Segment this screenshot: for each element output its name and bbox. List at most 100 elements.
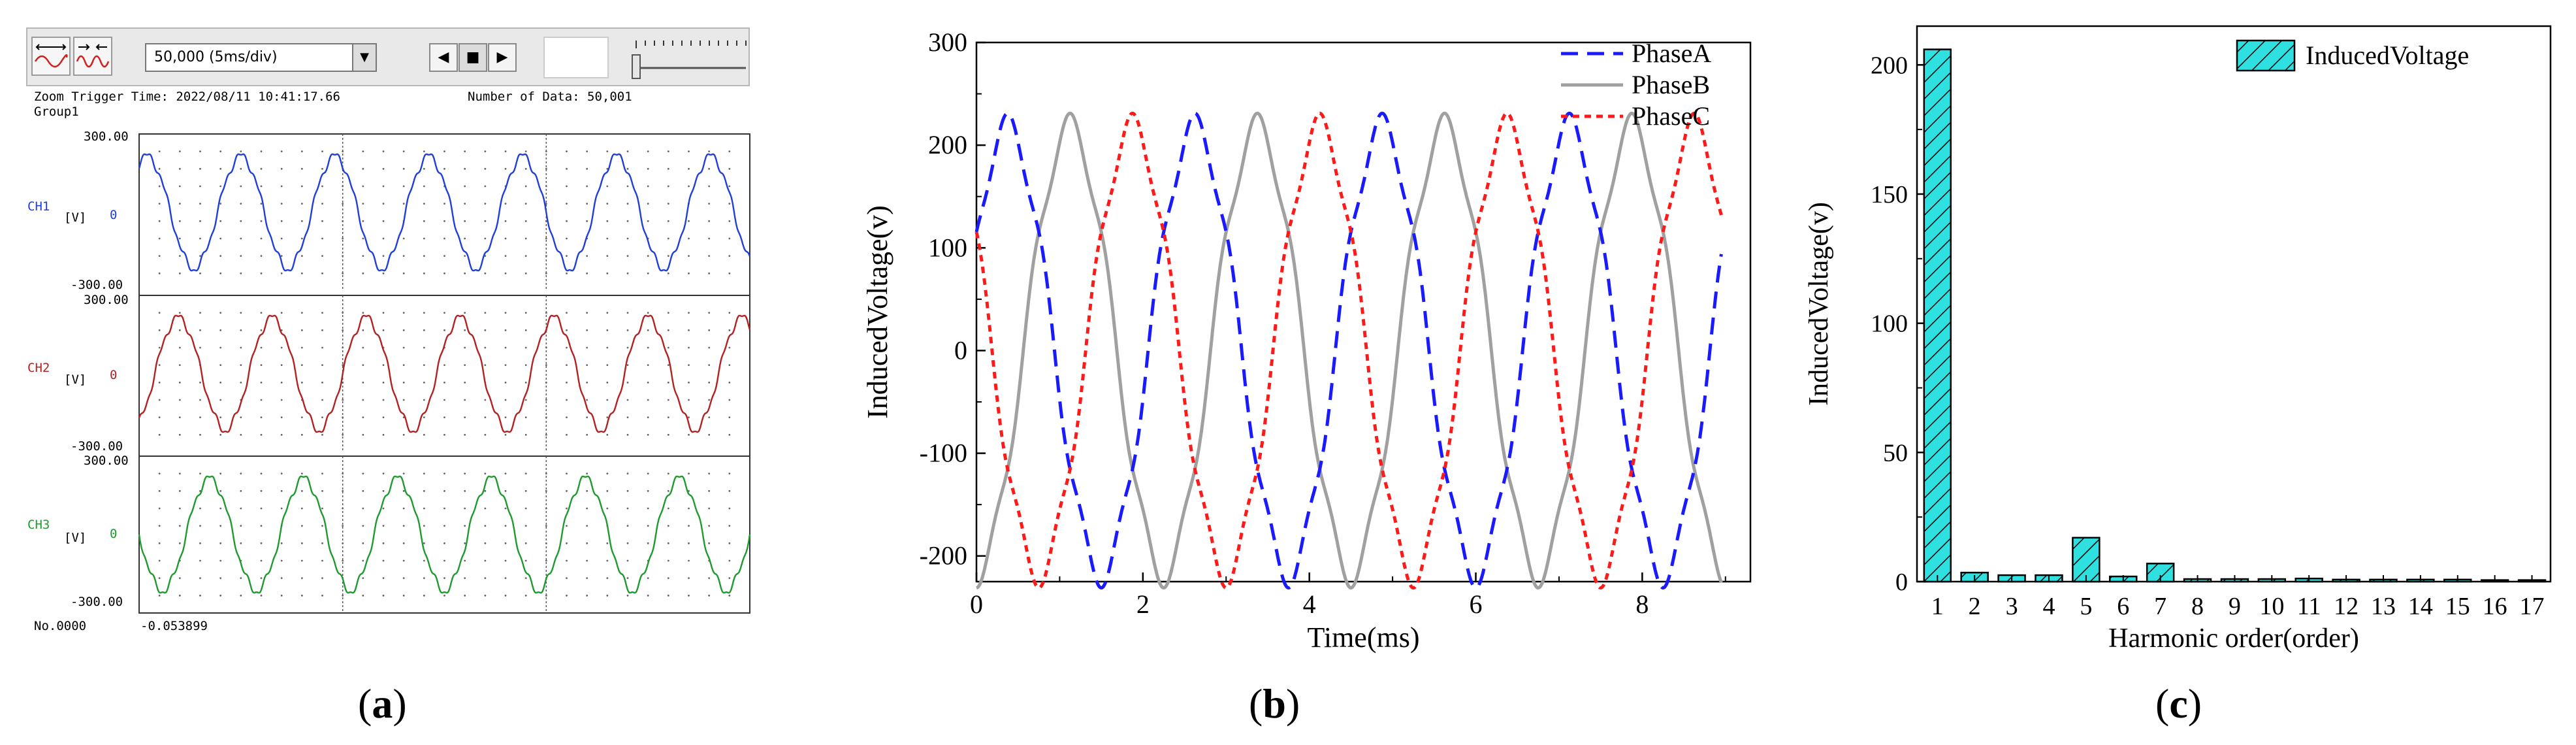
grid-dot xyxy=(728,416,731,419)
grid-dot xyxy=(362,399,364,401)
ch3-name: CH3 xyxy=(27,518,50,532)
grid-dot xyxy=(586,150,588,153)
grid-dot xyxy=(484,203,487,205)
grid-dot xyxy=(667,433,669,436)
ch2-top-label: 300.00 xyxy=(84,293,129,307)
chevron-down-icon[interactable]: ▼ xyxy=(352,44,376,71)
grid-dot xyxy=(667,416,669,419)
timebase-select[interactable]: 50,000 (5ms/div) ▼ xyxy=(145,43,377,72)
grid-dot xyxy=(586,381,588,384)
grid-dot xyxy=(321,559,323,562)
grid-dot xyxy=(382,185,385,188)
grid-dot xyxy=(280,220,283,222)
grid-dot xyxy=(586,272,588,274)
grid-dot xyxy=(178,416,181,419)
grid-dot xyxy=(708,150,711,153)
plot-frame xyxy=(975,41,1752,583)
y-tick-label: 150 xyxy=(1871,181,1908,208)
grid-dot xyxy=(280,399,283,401)
grid-dot xyxy=(402,329,405,331)
grid-dot xyxy=(688,399,690,401)
grid-dot xyxy=(158,346,161,349)
grid-dot xyxy=(688,185,690,188)
grid-dot xyxy=(667,399,669,401)
grid-dot xyxy=(484,220,487,222)
grid-dot xyxy=(178,577,181,580)
waveform-zoom-out-button[interactable] xyxy=(31,37,71,76)
grid-dot xyxy=(342,399,344,401)
grid-dot xyxy=(362,237,364,240)
grid-dot xyxy=(280,167,283,170)
grid-dot xyxy=(606,542,609,544)
grid-dot xyxy=(423,346,425,349)
grid-dot xyxy=(464,433,466,436)
grid-dot xyxy=(586,559,588,562)
grid-dot xyxy=(545,346,547,349)
grid-dot xyxy=(362,577,364,580)
grid-dot xyxy=(524,167,527,170)
grid-dot xyxy=(688,525,690,527)
grid-dot xyxy=(321,220,323,222)
grid-dot xyxy=(178,329,181,331)
grid-dot xyxy=(443,237,445,240)
grid-dot xyxy=(402,237,405,240)
grid-dot xyxy=(484,399,487,401)
grid-dot xyxy=(260,472,263,475)
grid-dot xyxy=(178,433,181,436)
grid-dot xyxy=(260,525,263,527)
grid-dot xyxy=(402,542,405,544)
grid-dot xyxy=(647,329,649,331)
position-slider[interactable] xyxy=(628,35,749,81)
grid-dot xyxy=(300,433,303,436)
grid-dot xyxy=(545,542,547,544)
ch3-top-label: 300.00 xyxy=(84,454,129,468)
grid-dot xyxy=(667,272,669,274)
grid-dot xyxy=(443,433,445,436)
grid-dot xyxy=(566,312,568,314)
grid-dot xyxy=(321,272,323,274)
grid-dot xyxy=(504,255,507,257)
ch3-zero: 0 xyxy=(110,527,118,541)
grid-dot xyxy=(667,346,669,349)
grid-dot xyxy=(260,329,263,331)
grid-dot xyxy=(443,525,445,527)
grid-dot xyxy=(566,167,568,170)
grid-dot xyxy=(260,489,263,492)
grid-dot xyxy=(362,329,364,331)
grid-dot xyxy=(219,559,222,562)
grid-dot xyxy=(362,489,364,492)
grid-dot xyxy=(606,577,609,580)
grid-dot xyxy=(688,381,690,384)
grid-dot xyxy=(647,150,649,153)
grid-dot xyxy=(240,185,242,188)
grid-dot xyxy=(504,489,507,492)
grid-dot xyxy=(626,577,629,580)
grid-dot xyxy=(464,472,466,475)
stop-button[interactable]: ■ xyxy=(459,43,487,72)
phase-voltage-chart: 0 2 4 6 8 -200 -100 0 100 200 300 Time(ms) InducedVo… xyxy=(861,27,1752,654)
grid-dot xyxy=(199,272,201,274)
grid-dot xyxy=(667,364,669,367)
grid-dot xyxy=(464,525,466,527)
grid-dot xyxy=(464,220,466,222)
grid-dot xyxy=(524,489,527,492)
grid-dot xyxy=(158,381,161,384)
grid-dot xyxy=(178,185,181,188)
grid-dot xyxy=(443,220,445,222)
grid-dot xyxy=(667,472,669,475)
grid-dot xyxy=(178,381,181,384)
x-axis-label: Harmonic order(order) xyxy=(2108,623,2359,654)
y-tick-label: 300 xyxy=(928,27,967,57)
waveform-zoom-in-button[interactable] xyxy=(73,37,112,76)
grid-dot xyxy=(647,472,649,475)
slider-thumb[interactable] xyxy=(632,54,641,79)
grid-dot xyxy=(708,542,711,544)
grid-dot xyxy=(300,237,303,240)
grid-dot xyxy=(566,237,568,240)
grid-dot xyxy=(423,416,425,419)
grid-dot xyxy=(178,220,181,222)
grid-dot xyxy=(566,329,568,331)
scroll-right-button[interactable]: ▶ xyxy=(488,43,517,72)
scroll-left-button[interactable]: ◀ xyxy=(429,43,458,72)
x-tick-label: 15 xyxy=(2445,593,2470,620)
